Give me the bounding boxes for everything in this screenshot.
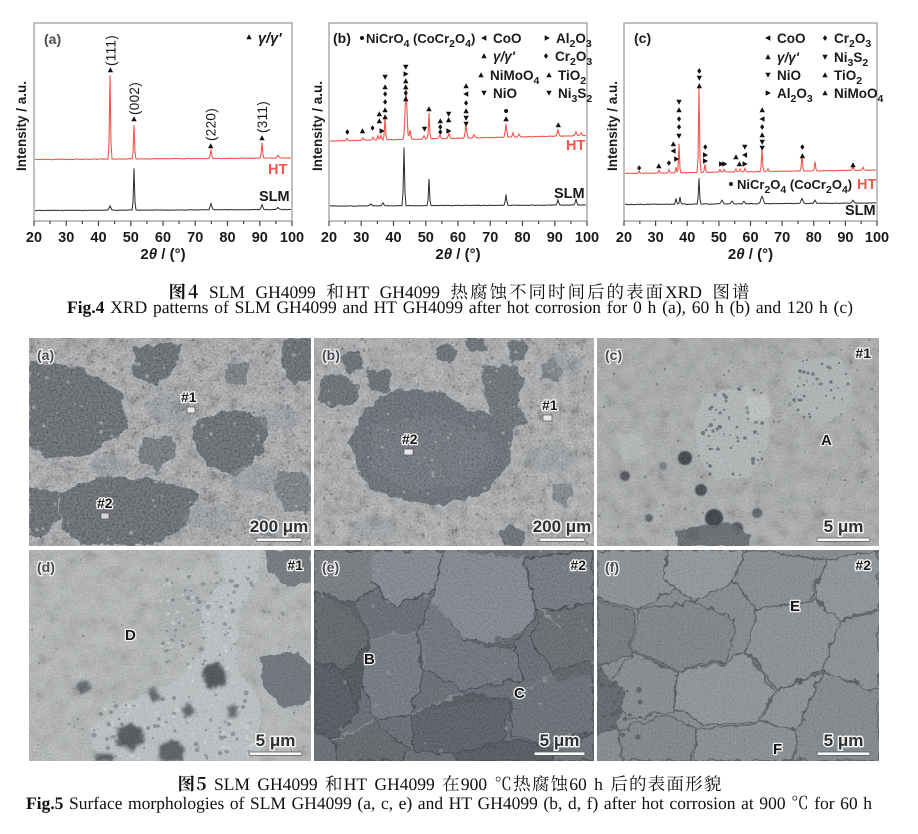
svg-text:40: 40 (385, 230, 401, 246)
svg-text:50: 50 (123, 230, 139, 246)
svg-text:(311): (311) (255, 101, 270, 133)
svg-text:SLM: SLM (554, 186, 585, 202)
svg-text:(c): (c) (605, 347, 622, 363)
svg-text:TiO2​: TiO2​ (558, 68, 586, 87)
svg-text:CoO: CoO (777, 31, 806, 46)
svg-text:NiMoO4​: NiMoO4​ (490, 68, 540, 87)
svg-text:Intensity / a.u.: Intensity / a.u. (605, 81, 620, 171)
svg-text:80: 80 (806, 230, 822, 246)
svg-text:Al2​O3​: Al2​O3​ (777, 86, 813, 105)
svg-text:CoO: CoO (493, 31, 522, 46)
svg-text:40: 40 (679, 230, 695, 246)
svg-text:Ni3​S2​: Ni3​S2​ (558, 86, 592, 105)
svg-text:50: 50 (418, 230, 434, 246)
svg-text:200 μm: 200 μm (250, 517, 309, 536)
svg-text:Intensity / a.u.: Intensity / a.u. (14, 81, 29, 171)
svg-text:5 μm: 5 μm (256, 731, 296, 750)
svg-text:20: 20 (26, 230, 42, 246)
svg-text:#1: #1 (855, 345, 871, 361)
svg-text:A: A (821, 432, 832, 449)
svg-text:Al2​O3​: Al2​O3​ (556, 31, 592, 50)
svg-text:30: 30 (353, 230, 369, 246)
svg-text:200 μm: 200 μm (533, 517, 592, 536)
svg-text:Intensity / a.u.: Intensity / a.u. (310, 81, 325, 171)
svg-text:TiO2​: TiO2​ (834, 68, 862, 87)
svg-text:(111): (111) (103, 35, 118, 66)
svg-text:HT: HT (857, 177, 876, 193)
svg-text:NiMoO4​: NiMoO4​ (834, 86, 884, 105)
svg-text:20: 20 (616, 230, 632, 246)
svg-text:90: 90 (252, 230, 268, 246)
svg-text:B: B (364, 651, 375, 668)
svg-text:30: 30 (648, 230, 664, 246)
svg-text:100: 100 (865, 230, 889, 246)
svg-text:NiO: NiO (777, 68, 801, 83)
svg-text:(002): (002) (127, 82, 142, 115)
svg-text:#1: #1 (287, 557, 303, 573)
svg-text:SLM: SLM (845, 203, 876, 219)
svg-text:#2: #2 (97, 495, 113, 511)
svg-text:2θ / (°): 2θ / (°) (728, 246, 773, 263)
svg-text:#2: #2 (402, 431, 418, 447)
svg-text:5 μm: 5 μm (540, 731, 580, 750)
svg-text:(e): (e) (322, 559, 339, 575)
svg-text:#2: #2 (855, 557, 871, 573)
svg-text:80: 80 (514, 230, 530, 246)
svg-text:5 μm: 5 μm (824, 731, 864, 750)
svg-text:#1: #1 (542, 397, 558, 413)
svg-text:40: 40 (90, 230, 106, 246)
svg-text:(f): (f) (605, 559, 619, 575)
svg-text:(a): (a) (44, 31, 61, 47)
svg-text:NiO: NiO (493, 86, 517, 101)
svg-text:γ/γ': γ/γ' (777, 50, 800, 65)
svg-text:60: 60 (155, 230, 171, 246)
svg-text:γ/γ': γ/γ' (258, 31, 282, 47)
svg-text:100: 100 (575, 230, 599, 246)
svg-text:70: 70 (774, 230, 790, 246)
svg-text:HT: HT (566, 138, 585, 154)
svg-text:γ/γ': γ/γ' (493, 49, 516, 64)
svg-text:F: F (773, 741, 782, 758)
svg-text:50: 50 (711, 230, 727, 246)
svg-text:(a): (a) (37, 347, 54, 363)
svg-text:Ni3​S2​: Ni3​S2​ (834, 50, 868, 69)
svg-text:D: D (125, 627, 136, 644)
svg-text:HT: HT (268, 162, 287, 178)
svg-text:Cr2​O3​: Cr2​O3​ (555, 49, 592, 68)
svg-text:5 μm: 5 μm (824, 517, 864, 536)
svg-text:(b): (b) (322, 347, 340, 363)
svg-text:80: 80 (219, 230, 235, 246)
svg-text:(d): (d) (37, 559, 55, 575)
svg-text:60: 60 (450, 230, 466, 246)
svg-text:70: 70 (482, 230, 498, 246)
svg-text:90: 90 (837, 230, 853, 246)
svg-text:2θ / (°): 2θ / (°) (140, 246, 185, 263)
svg-text:(c): (c) (634, 30, 651, 46)
svg-text:Cr2​O3​: Cr2​O3​ (834, 31, 871, 50)
svg-text:100: 100 (280, 230, 304, 246)
svg-text:#2: #2 (570, 557, 586, 573)
svg-text:(b): (b) (333, 30, 351, 46)
svg-text:(220): (220) (204, 108, 219, 141)
svg-text:70: 70 (187, 230, 203, 246)
svg-text:#1: #1 (181, 389, 197, 405)
svg-text:20: 20 (321, 230, 337, 246)
svg-text:SLM: SLM (259, 189, 290, 205)
svg-text:30: 30 (58, 230, 74, 246)
svg-text:C: C (514, 685, 525, 702)
svg-text:60: 60 (742, 230, 758, 246)
svg-text:90: 90 (547, 230, 563, 246)
svg-text:E: E (790, 598, 800, 615)
svg-text:2θ / (°): 2θ / (°) (435, 246, 480, 263)
svg-text:NiCrO4​ (CoCr2​O4​): NiCrO4​ (CoCr2​O4​) (366, 31, 475, 50)
